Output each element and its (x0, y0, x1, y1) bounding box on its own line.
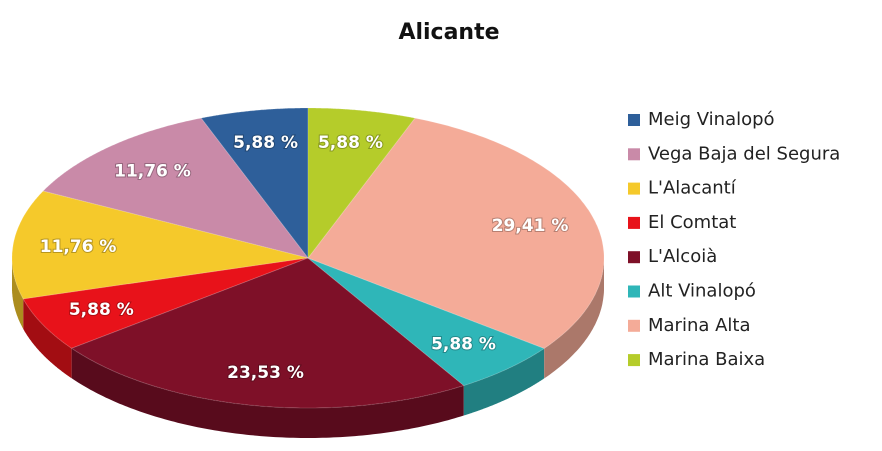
legend-swatch (628, 251, 640, 264)
legend-swatch (628, 319, 640, 332)
slice (307, 117, 605, 349)
chart-title: Alicante (398, 20, 499, 45)
legend-label: L'Alcoià (648, 246, 717, 267)
slice (22, 257, 309, 349)
slice-side (463, 348, 545, 416)
slice (200, 107, 309, 260)
slice-side (544, 258, 604, 379)
slice (42, 117, 310, 259)
data-label: 11,76 % (114, 162, 191, 182)
slice (307, 257, 546, 387)
legend-label: L'Alacantí (648, 178, 737, 199)
slice (70, 257, 465, 409)
legend-label: Meig Vinalopó (648, 109, 775, 130)
legend-label: Marina Baixa (648, 349, 765, 370)
legend-swatch (628, 285, 640, 298)
slice-side (71, 348, 464, 438)
data-label: 29,41 % (492, 216, 569, 236)
legend-swatch (628, 114, 640, 126)
legend-swatch (628, 216, 640, 229)
slice (11, 190, 309, 300)
legend-swatch (628, 148, 640, 161)
legend-label: Alt Vinalopó (648, 281, 756, 302)
legend-label: Marina Alta (648, 315, 751, 336)
data-label: 5,88 % (233, 133, 298, 153)
legend-swatch (628, 182, 640, 195)
slice-side (23, 299, 72, 379)
slice-side (12, 258, 24, 329)
data-label: 5,88 % (318, 133, 383, 153)
legend-label: El Comtat (648, 212, 736, 233)
data-label: 5,88 % (431, 334, 496, 354)
data-label: 11,76 % (40, 237, 117, 257)
data-label: 5,88 % (69, 300, 134, 320)
slice (307, 107, 416, 260)
data-label: 23,53 % (227, 363, 304, 383)
legend-label: Vega Baja del Segura (648, 143, 840, 164)
legend-swatch (628, 354, 640, 367)
